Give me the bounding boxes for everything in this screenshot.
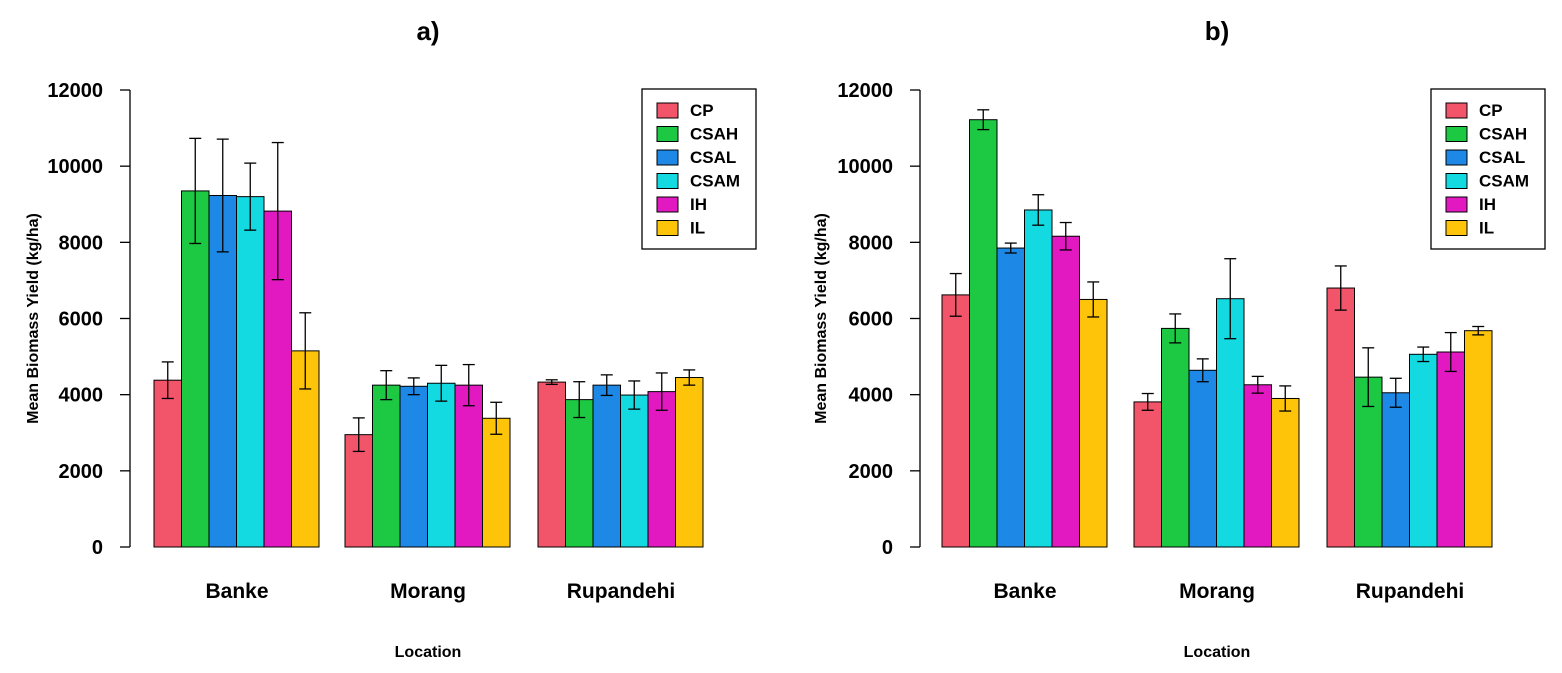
legend-swatch-ih xyxy=(656,196,679,213)
bar-cp-rupandehi xyxy=(1326,287,1355,548)
legend: CP CSAH CSAL CSAM IH IL xyxy=(641,88,757,250)
legend-label-il: IL xyxy=(690,219,705,238)
x-category-label: Morang xyxy=(1179,580,1255,603)
y-tick-label: 12000 xyxy=(837,80,893,102)
legend-swatch-cp xyxy=(1445,102,1468,119)
legend-swatch-csam xyxy=(656,173,679,189)
y-tick-label: 2000 xyxy=(59,461,104,483)
chart-panel-b: b) 0 2000 4000 6000 8000 10000 12000 Mean Biomas… xyxy=(813,16,1546,661)
x-category-label: Rupandehi xyxy=(1356,580,1465,603)
bar-ih-morang xyxy=(1243,384,1272,548)
bar-csal-rupandehi xyxy=(592,384,621,548)
legend-label-csah: CSAH xyxy=(1479,125,1527,144)
y-axis-title: Mean Biomass Yield (kg/ha) xyxy=(25,213,42,424)
chart-title: a) xyxy=(416,16,439,46)
bar-csal-rupandehi xyxy=(1381,392,1410,548)
legend-label-cp: CP xyxy=(1479,101,1503,120)
chart-panel-a: a) 0 2000 4000 6000 8000 10000 12000 Mean Biomas… xyxy=(25,16,757,661)
x-axis-title: Location xyxy=(1184,644,1251,661)
bar-cp-banke xyxy=(941,294,970,548)
bar-il-morang xyxy=(1271,397,1300,548)
bar-ih-rupandehi xyxy=(1436,351,1465,548)
bar-csah-morang xyxy=(372,384,401,548)
bar-ih-rupandehi xyxy=(647,391,676,548)
legend-swatch-csal xyxy=(656,149,679,166)
bar-il-morang xyxy=(482,417,511,548)
legend-label-cp: CP xyxy=(690,101,714,120)
bar-cp-morang xyxy=(1133,401,1162,548)
bar-csal-morang xyxy=(1188,369,1217,548)
y-tick-label: 10000 xyxy=(837,156,893,178)
legend-swatch-csah xyxy=(656,126,679,142)
bar-cp-rupandehi xyxy=(537,381,566,548)
y-tick-label: 2000 xyxy=(849,461,894,483)
legend-label-csam: CSAM xyxy=(1479,172,1529,191)
x-category-label: Banke xyxy=(993,580,1056,603)
legend-label-csal: CSAL xyxy=(1479,148,1525,167)
legend-swatch-csah xyxy=(1445,126,1468,142)
y-tick-label: 4000 xyxy=(849,385,894,407)
bar-il-rupandehi xyxy=(1464,330,1493,548)
legend-swatch-ih xyxy=(1445,196,1468,213)
bar-csam-rupandehi xyxy=(620,394,649,548)
y-tick-label: 6000 xyxy=(849,309,894,331)
bar-csam-banke xyxy=(236,196,265,548)
bar-cp-morang xyxy=(344,434,373,548)
legend-swatch-csal xyxy=(1445,149,1468,166)
legend-label-csam: CSAM xyxy=(690,172,740,191)
legend-label-csal: CSAL xyxy=(690,148,736,167)
bar-csam-morang xyxy=(427,382,456,548)
y-tick-label: 6000 xyxy=(59,309,104,331)
bar-cp-banke xyxy=(153,379,182,548)
legend-label-il: IL xyxy=(1479,219,1494,238)
bar-ih-morang xyxy=(454,384,483,548)
bar-csam-rupandehi xyxy=(1409,353,1438,548)
y-tick-label: 10000 xyxy=(47,156,103,178)
bar-csal-banke xyxy=(996,247,1025,548)
bar-ih-banke xyxy=(1051,235,1080,548)
bar-csam-banke xyxy=(1024,209,1053,548)
y-tick-label: 8000 xyxy=(59,232,104,254)
bar-il-rupandehi xyxy=(675,377,704,548)
x-axis-title: Location xyxy=(395,644,462,661)
bar-csal-morang xyxy=(399,385,428,548)
legend-swatch-csam xyxy=(1445,173,1468,189)
legend-swatch-il xyxy=(1445,220,1468,236)
x-category-label: Morang xyxy=(390,580,466,603)
y-tick-label: 12000 xyxy=(47,80,103,102)
x-category-label: Rupandehi xyxy=(567,580,676,603)
x-category-label: Banke xyxy=(205,580,268,603)
legend: CP CSAH CSAL CSAM IH IL xyxy=(1430,88,1546,250)
legend-swatch-cp xyxy=(656,102,679,119)
y-tick-label: 4000 xyxy=(59,385,104,407)
y-tick-label: 0 xyxy=(92,537,103,559)
bar-il-banke xyxy=(1079,298,1108,548)
legend-swatch-il xyxy=(656,220,679,236)
bar-csah-banke xyxy=(181,190,210,548)
y-tick-label: 0 xyxy=(882,537,893,559)
bar-csah-banke xyxy=(969,119,998,548)
chart-title: b) xyxy=(1205,16,1230,46)
bar-csah-morang xyxy=(1161,327,1190,548)
bar-csah-rupandehi xyxy=(565,399,594,548)
legend-label-ih: IH xyxy=(690,195,707,214)
y-tick-label: 8000 xyxy=(849,232,894,254)
y-axis-title: Mean Biomass Yield (kg/ha) xyxy=(813,213,830,424)
legend-label-csah: CSAH xyxy=(690,125,738,144)
legend-label-ih: IH xyxy=(1479,195,1496,214)
